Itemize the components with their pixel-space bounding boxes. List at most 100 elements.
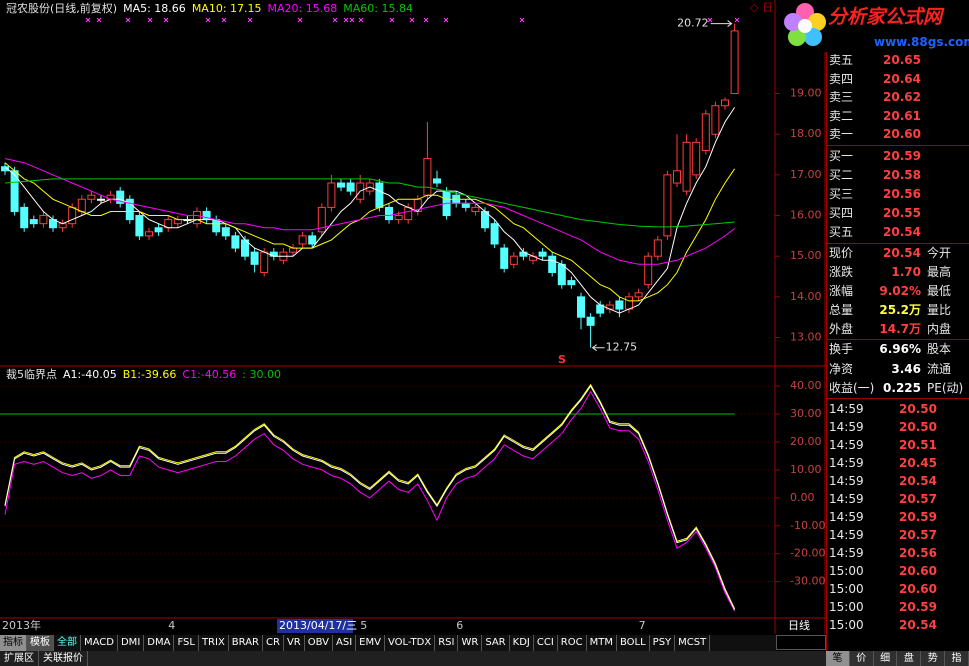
trade-price: 20.54 — [899, 474, 937, 488]
candle-body — [625, 296, 633, 310]
y-tick-label: 14.00 — [790, 290, 822, 303]
indicator-tab[interactable]: KDJ — [510, 635, 534, 651]
scroll-buttons[interactable] — [776, 635, 826, 650]
indicator-tabs: 指标 模板 全部 MACD DMI DMA FSL TRIX BRAR CR VR OBV ASI EMV… — [0, 635, 776, 651]
row-value: 20.65 — [883, 53, 921, 67]
cursor-date-box — [277, 619, 353, 633]
indicator-tab[interactable]: ASI — [333, 635, 357, 651]
indicator-tab[interactable]: VR — [284, 635, 305, 651]
candle-body — [423, 158, 432, 196]
period-label: 日线 — [788, 618, 810, 632]
separator — [827, 339, 969, 340]
row-value: 9.02% — [879, 284, 921, 298]
indicator-tab[interactable]: CR — [263, 635, 284, 651]
chart-title: 裁5临界点 — [6, 367, 57, 381]
indicator-tab[interactable]: DMI — [118, 635, 145, 651]
signal-cross — [297, 17, 303, 23]
indicator-tab[interactable]: VOL-TDX — [385, 635, 436, 651]
legend: 裁5临界点 A1:-40.05 B1:-39.66 C1:-40.56: 30.00 — [6, 367, 281, 381]
indicator-tab[interactable]: DMA — [144, 635, 175, 651]
trade-price: 20.59 — [899, 510, 937, 524]
candle-body — [701, 113, 710, 151]
bottom-tab[interactable]: 关联报价 — [39, 651, 88, 666]
trade-time: 15:00 — [829, 600, 864, 614]
signal-label: S — [558, 353, 566, 366]
legend-entry: MA60: 15.84 — [343, 2, 413, 15]
indicator-tab[interactable]: CCI — [534, 635, 558, 651]
indicator-tab[interactable]: PSY — [650, 635, 676, 651]
indicator-tab[interactable]: MACD — [81, 635, 118, 651]
indicator-tab[interactable]: SAR — [482, 635, 510, 651]
bottom-tabs: 扩展区 关联报价 — [0, 651, 826, 666]
quote-panel: 卖五 20.65 卖四 20.64 卖三 20.62 卖二 20.61 卖一 20.60 买一 20.… — [826, 52, 969, 651]
low-label: 12.75 — [606, 341, 638, 354]
signal-cross — [247, 17, 253, 23]
candle-body — [615, 300, 624, 310]
trade-price: 20.51 — [899, 438, 937, 452]
row-label: 卖五 — [829, 53, 854, 67]
y-tick-label: -30.00 — [790, 575, 825, 588]
row-label: 买二 — [829, 168, 854, 182]
indicator-tab[interactable]: BRAR — [229, 635, 263, 651]
indicator-tab[interactable]: MTM — [587, 635, 617, 651]
signal-cross — [707, 17, 713, 23]
row-value: 6.96% — [879, 342, 921, 356]
trade-time: 14:59 — [829, 456, 864, 470]
x-tick-label: 2013年 — [2, 618, 41, 632]
indicator-tab[interactable]: 全部 — [54, 635, 81, 651]
trade-time: 14:59 — [829, 510, 864, 524]
indicator-tab[interactable]: 指标 — [0, 635, 27, 651]
trade-time: 15:00 — [829, 582, 864, 596]
candle-body — [346, 182, 355, 192]
row-value: 20.56 — [883, 187, 921, 201]
row-value: 20.54 — [883, 225, 921, 239]
y-tick-label: 15.00 — [790, 249, 822, 262]
row-label: 卖三 — [829, 90, 854, 105]
high-arrow — [710, 20, 733, 27]
row-label: 最高 — [927, 265, 952, 279]
candle-body — [461, 202, 470, 208]
candle-body — [145, 231, 153, 237]
candle-body — [337, 182, 345, 188]
indicator-tab[interactable]: BOLL — [617, 635, 650, 651]
panel-tab[interactable]: 价 — [850, 651, 874, 666]
candle-body — [586, 316, 595, 326]
signal-cross — [423, 17, 429, 23]
indicator-tab[interactable]: OBV — [305, 635, 333, 651]
indicator-line — [4, 383, 736, 609]
indicator-tab[interactable]: 模板 — [27, 635, 54, 651]
panel-tab[interactable]: 指 — [945, 651, 969, 666]
row-value: 20.54 — [883, 246, 921, 260]
bottom-tab[interactable]: 扩展区 — [0, 651, 39, 666]
candle-body — [154, 227, 163, 233]
trade-price: 20.50 — [899, 420, 937, 434]
panel-tab[interactable]: 细 — [874, 651, 898, 666]
separator — [827, 145, 969, 146]
panel-tab[interactable]: 笔 — [826, 651, 850, 666]
y-tick-label: -10.00 — [790, 519, 825, 532]
row-label: 现价 — [829, 246, 854, 260]
logo-url: www.88gs.com — [874, 35, 969, 49]
trade-price: 20.54 — [899, 618, 937, 632]
candle-body — [125, 198, 134, 221]
candle-body — [673, 170, 681, 184]
y-tick-label: 40.00 — [790, 379, 822, 392]
row-label: 卖二 — [829, 108, 854, 123]
candle-body — [193, 210, 201, 225]
indicator-tab[interactable]: FSL — [174, 635, 199, 651]
trade-price: 20.60 — [899, 564, 937, 578]
signal-cross — [85, 17, 91, 23]
candle-body — [97, 198, 105, 201]
indicator-tab[interactable]: RSI — [435, 635, 459, 651]
x-tick-label: 5 — [360, 619, 367, 632]
indicator-tab[interactable]: MCST — [675, 635, 711, 651]
indicator-tab[interactable]: ROC — [558, 635, 587, 651]
separator — [827, 398, 969, 399]
indicator-tab[interactable]: TRIX — [199, 635, 229, 651]
indicator-tab[interactable]: EMV — [356, 635, 385, 651]
panel-tab[interactable]: 势 — [921, 651, 946, 666]
candle-body — [548, 255, 557, 273]
panel-tab[interactable]: 盘 — [897, 651, 922, 666]
indicator-tab[interactable]: WR — [458, 635, 483, 651]
panel-tabs: 笔价细盘势指 — [826, 651, 969, 666]
